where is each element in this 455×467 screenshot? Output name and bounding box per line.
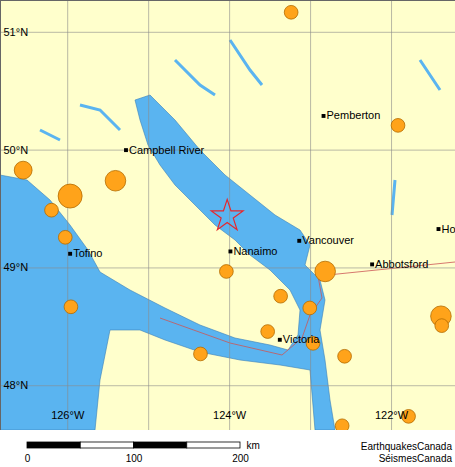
html-text:SéismesCanada: SéismesCanada	[378, 453, 452, 464]
svg-text:51°N: 51°N	[4, 26, 29, 38]
svg-text:Tofino: Tofino	[73, 247, 102, 259]
svg-text:200: 200	[232, 453, 249, 464]
svg-text:0: 0	[25, 453, 31, 464]
svg-text:100: 100	[126, 453, 143, 464]
svg-text:124°W: 124°W	[213, 409, 247, 421]
svg-text:Campbell River: Campbell River	[129, 144, 205, 156]
svg-text:Ho: Ho	[441, 223, 455, 235]
svg-text:Abbotsford: Abbotsford	[375, 258, 428, 270]
svg-text:km: km	[247, 440, 260, 451]
svg-text:50°N: 50°N	[4, 144, 29, 156]
html-text:EarthquakesCanada: EarthquakesCanada	[360, 441, 452, 452]
svg-text:126°W: 126°W	[51, 409, 85, 421]
svg-text:Nanaimo: Nanaimo	[233, 245, 277, 257]
svg-text:49°N: 49°N	[4, 261, 29, 273]
svg-text:Pemberton: Pemberton	[327, 109, 381, 121]
svg-text:48°N: 48°N	[4, 379, 29, 391]
svg-text:122°W: 122°W	[375, 409, 409, 421]
svg-text:Vancouver: Vancouver	[302, 234, 354, 246]
svg-text:Victoria: Victoria	[283, 333, 320, 345]
